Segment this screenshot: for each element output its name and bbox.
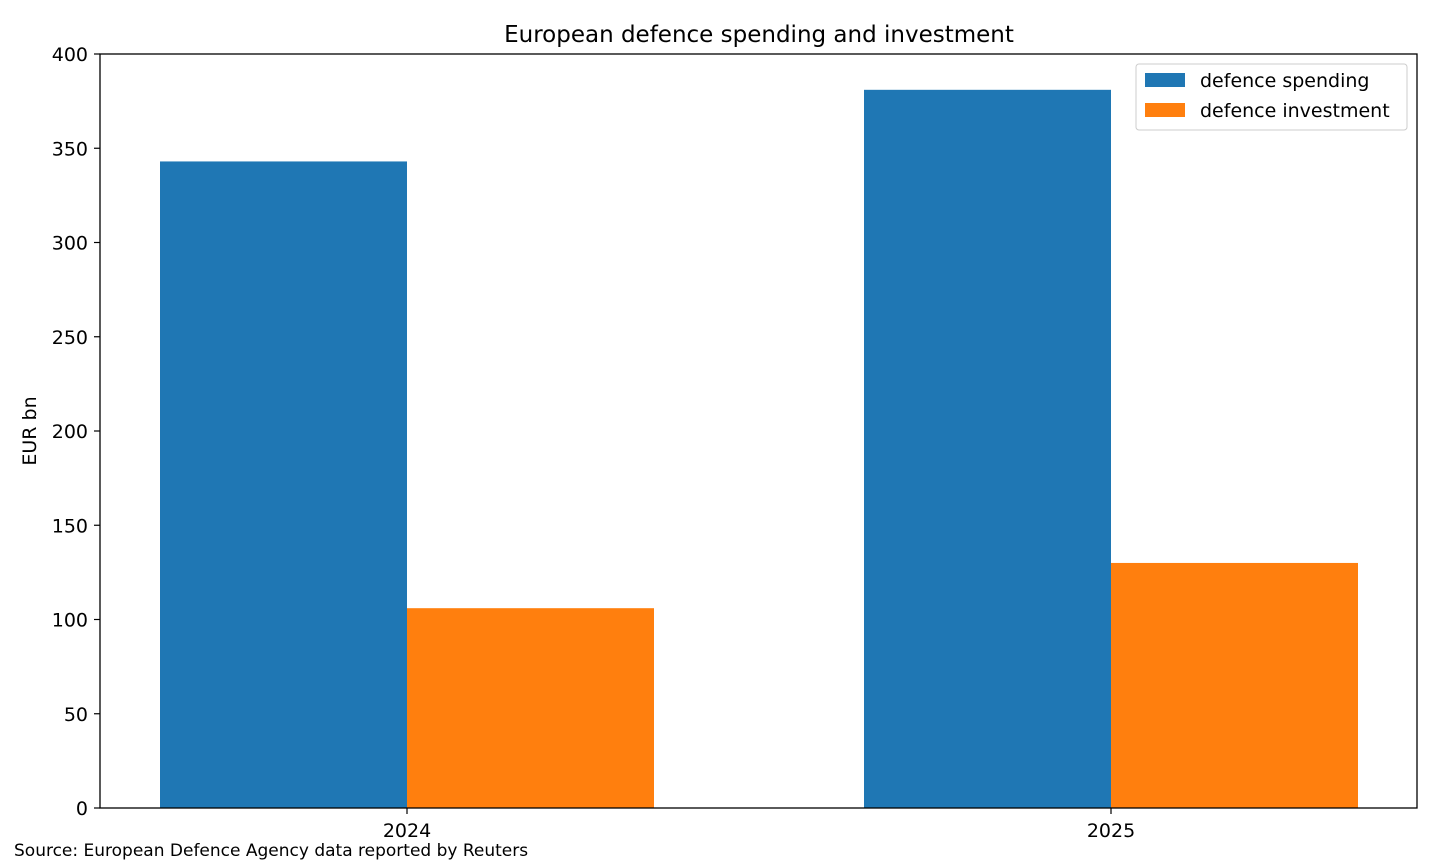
bar-defence-investment-2024: [407, 608, 654, 808]
bar-defence-investment-2025: [1111, 562, 1358, 808]
y-tick-label: 50: [64, 704, 88, 726]
legend-label: defence investment: [1200, 100, 1390, 122]
legend: defence spending defence investment: [1135, 63, 1408, 131]
y-tick-label: 100: [52, 610, 88, 632]
y-tick-label: 150: [52, 515, 88, 537]
bar-defence-spending-2024: [160, 161, 407, 808]
y-tick-label: 350: [52, 138, 88, 160]
y-axis-label: EUR bn: [19, 396, 41, 465]
y-tick-label: 300: [52, 233, 88, 255]
source-footnote: Source: European Defence Agency data rep…: [14, 841, 528, 861]
x-tick-label: 2025: [1087, 820, 1135, 842]
chart-title: European defence spending and investment: [504, 22, 1014, 48]
y-tick-label: 400: [52, 44, 88, 66]
x-tick-label: 2024: [383, 820, 431, 842]
y-tick-label: 250: [52, 327, 88, 349]
bar-defence-spending-2025: [864, 89, 1111, 808]
legend-swatch: [1145, 103, 1185, 117]
legend-box: [1135, 63, 1408, 131]
y-tick-label: 200: [52, 421, 88, 443]
y-tick-label: 0: [76, 798, 88, 820]
legend-label: defence spending: [1200, 70, 1369, 92]
legend-swatch: [1145, 73, 1185, 87]
